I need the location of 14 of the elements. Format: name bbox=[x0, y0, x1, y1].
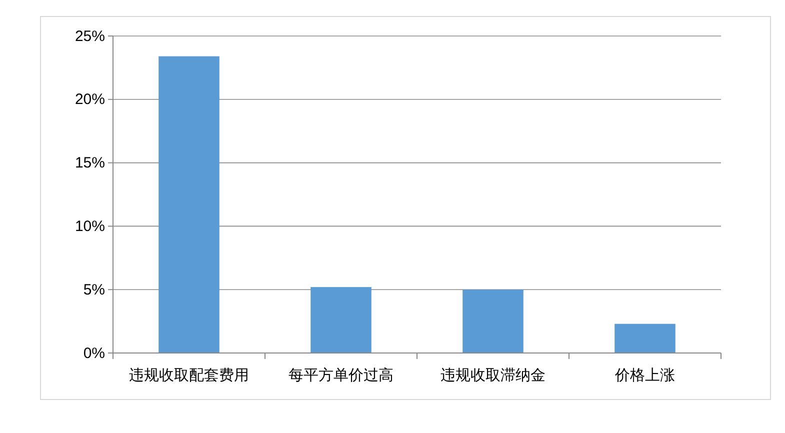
y-tick-label: 15% bbox=[74, 154, 105, 172]
bar bbox=[614, 324, 676, 353]
x-tick-label: 价格上涨 bbox=[614, 367, 675, 384]
y-tick-label: 20% bbox=[74, 91, 105, 108]
bar bbox=[310, 287, 372, 353]
x-tick-label: 违规收取配套费用 bbox=[129, 367, 249, 384]
y-tick-label: 25% bbox=[74, 28, 105, 45]
x-tick-label: 违规收取滞纳金 bbox=[440, 367, 546, 384]
y-tick-label: 5% bbox=[83, 281, 105, 298]
y-tick-label: 0% bbox=[83, 344, 105, 362]
y-tick-label: 10% bbox=[74, 218, 105, 235]
x-tick-label: 每平方单价过高 bbox=[288, 367, 394, 384]
bar bbox=[158, 56, 220, 353]
bar bbox=[462, 290, 524, 353]
